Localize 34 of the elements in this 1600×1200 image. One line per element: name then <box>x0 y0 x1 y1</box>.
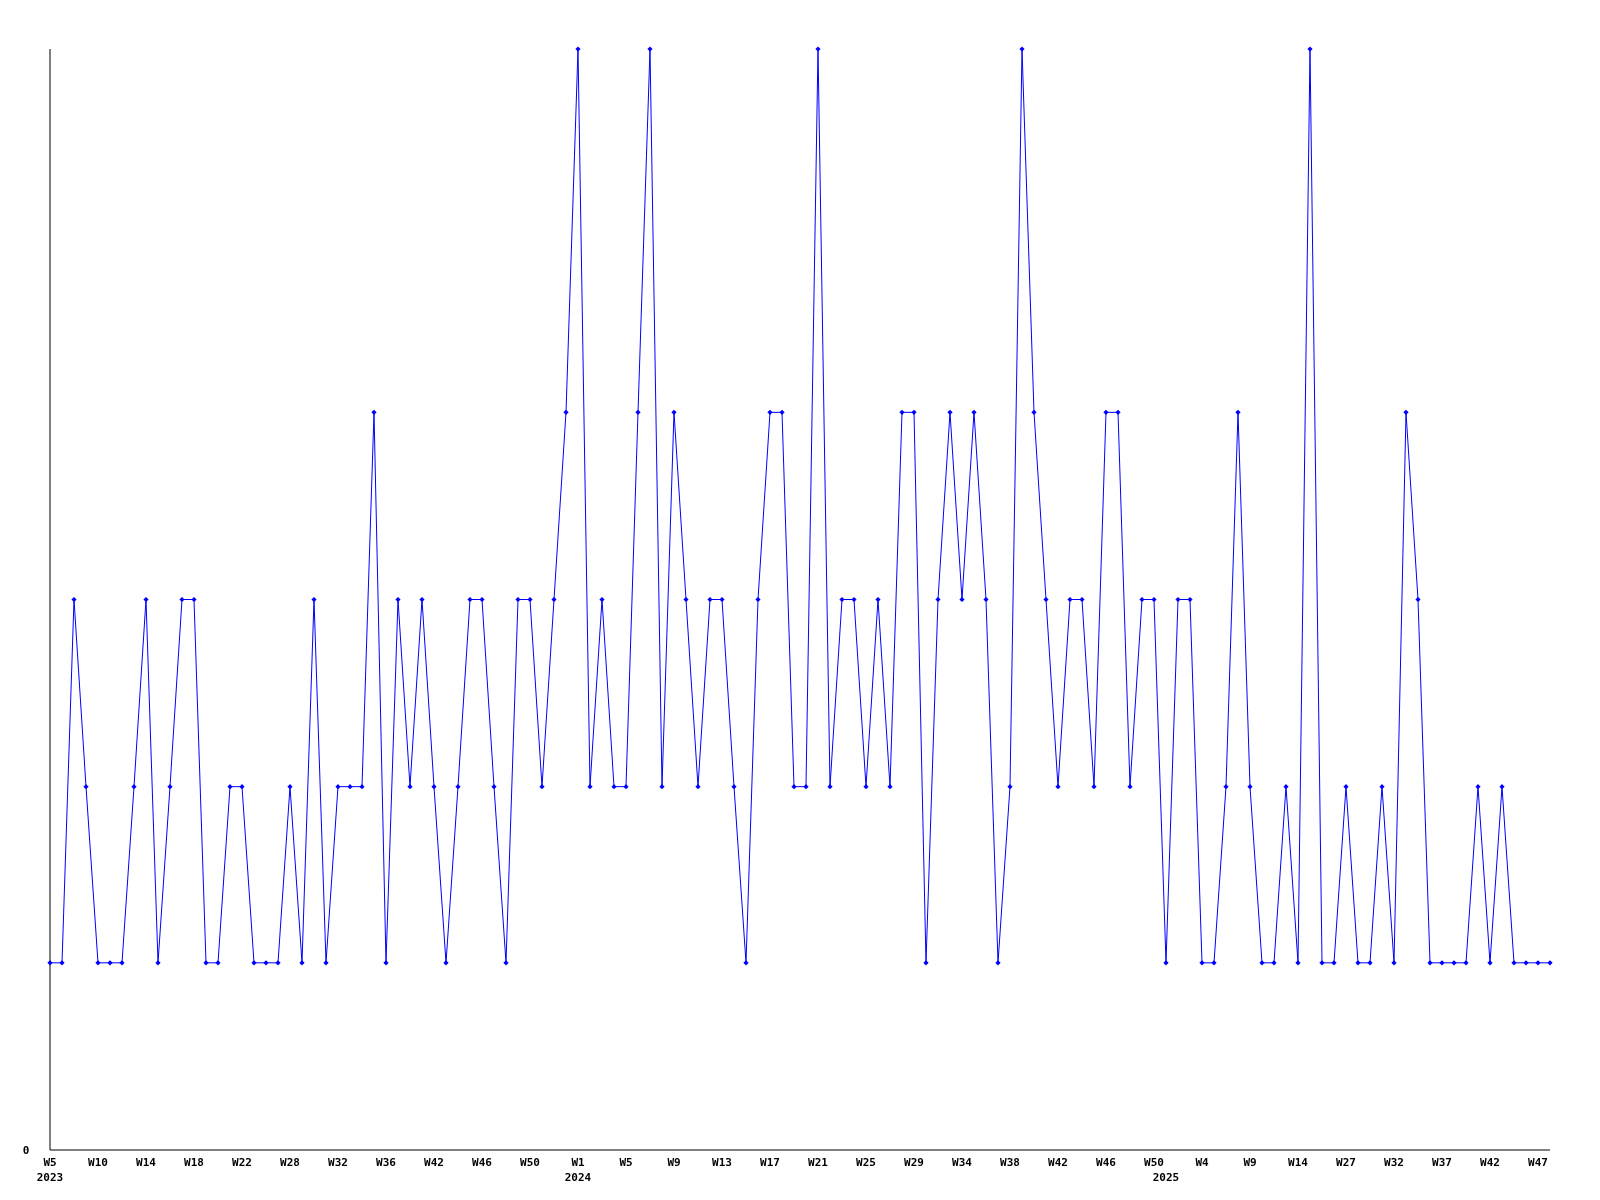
x-tick-label: W50 <box>1144 1156 1164 1169</box>
x-tick-label: W4 <box>1195 1156 1209 1169</box>
x-tick-label: W27 <box>1336 1156 1356 1169</box>
x-tick-label: W50 <box>520 1156 540 1169</box>
x-tick-label: W47 <box>1528 1156 1548 1169</box>
x-tick-label: W22 <box>232 1156 252 1169</box>
x-tick-label: W38 <box>1000 1156 1020 1169</box>
x-tick-label: W46 <box>1096 1156 1117 1169</box>
x-tick-label: W9 <box>1243 1156 1257 1169</box>
x-tick-label: W32 <box>328 1156 348 1169</box>
x-tick-label: W36 <box>376 1156 397 1169</box>
x-tick-label: W46 <box>472 1156 493 1169</box>
x-tick-label: W25 <box>856 1156 876 1169</box>
x-tick-label: W5 2023 <box>36 1156 64 1184</box>
x-tick-label: W37 <box>1432 1156 1452 1169</box>
x-tick-label: W28 <box>280 1156 300 1169</box>
x-tick-label: W42 <box>1048 1156 1068 1169</box>
x-tick-label: W14 <box>1288 1156 1309 1169</box>
x-tick-label: W10 <box>88 1156 108 1169</box>
x-tick-label: W21 <box>808 1156 829 1169</box>
x-tick-label: W5 <box>619 1156 633 1169</box>
x-tick-label: W13 <box>712 1156 732 1169</box>
x-tick-label: W34 <box>952 1156 973 1169</box>
x-tick-label: W9 <box>667 1156 681 1169</box>
x-tick-label: W17 <box>760 1156 780 1169</box>
x-tick-label: W14 <box>136 1156 157 1169</box>
x-tick-label: 2025 <box>1152 1171 1180 1184</box>
x-tick-label: W32 <box>1384 1156 1404 1169</box>
x-tick-label: W29 <box>904 1156 924 1169</box>
text: 0 <box>22 1144 30 1157</box>
x-tick-label: W42 <box>424 1156 444 1169</box>
x-tick-label: W42 <box>1480 1156 1500 1169</box>
x-tick-label: W18 <box>184 1156 204 1169</box>
x-tick-label: W1 2024 <box>564 1156 592 1184</box>
